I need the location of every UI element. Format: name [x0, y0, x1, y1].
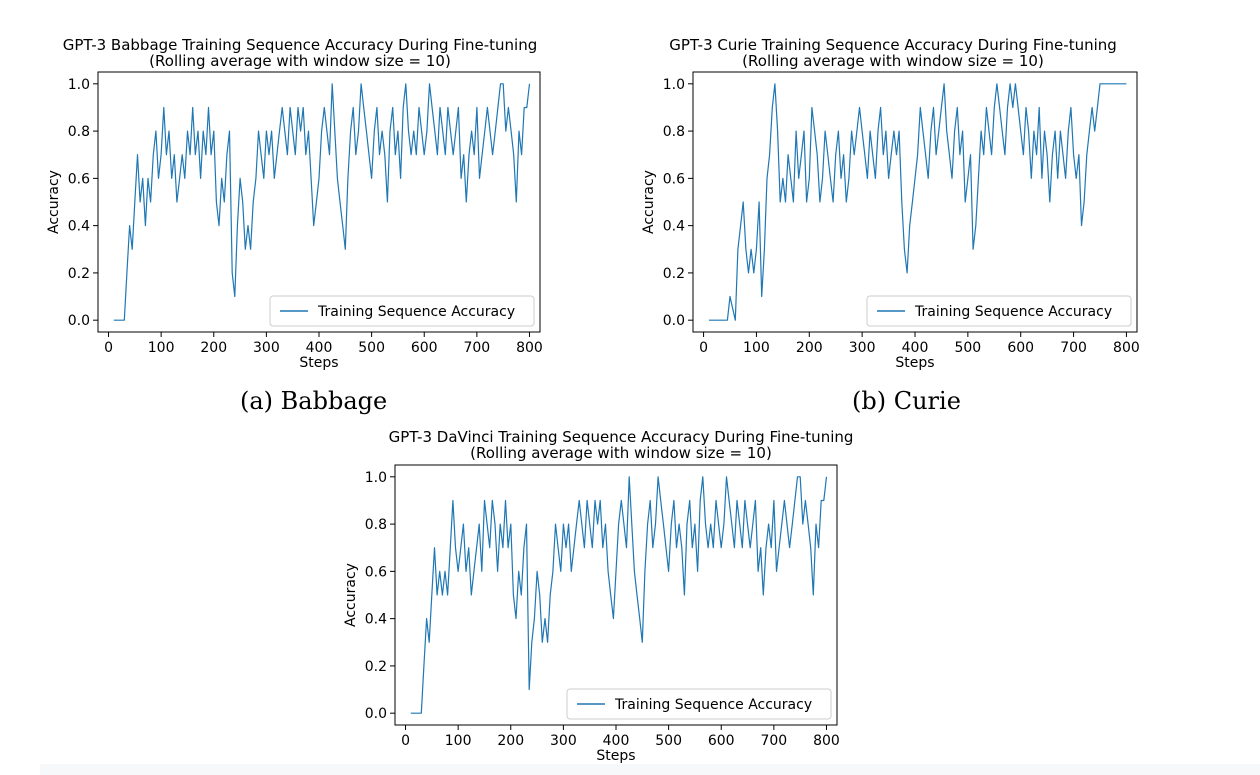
page-footer-strip — [40, 764, 1260, 775]
y-axis-label: Accuracy — [46, 170, 62, 234]
y-tick-label: 0.4 — [68, 219, 90, 235]
x-tick-label: 0 — [699, 340, 708, 356]
x-tick-label: 800 — [813, 733, 840, 749]
chart-davinci: GPT-3 DaVinci Training Sequence Accuracy… — [320, 425, 880, 765]
series-line — [410, 476, 828, 714]
y-tick-label: 1.0 — [365, 470, 387, 486]
x-tick-label: 100 — [743, 340, 770, 356]
y-tick-label: 0.8 — [663, 124, 685, 140]
x-tick-label: 400 — [902, 340, 929, 356]
x-tick-label: 200 — [497, 733, 524, 749]
y-tick-label: 0.2 — [68, 266, 90, 282]
x-tick-label: 600 — [411, 340, 438, 356]
x-tick-label: 500 — [655, 733, 682, 749]
chart-title-line: GPT-3 DaVinci Training Sequence Accuracy… — [388, 428, 854, 446]
chart-title: GPT-3 DaVinci Training Sequence Accuracy… — [341, 429, 901, 461]
x-tick-label: 400 — [306, 340, 333, 356]
chart-title-line: GPT-3 Curie Training Sequence Accuracy D… — [669, 36, 1117, 54]
legend: Training Sequence Accuracy — [269, 295, 535, 327]
y-tick-label: 0.8 — [365, 517, 387, 533]
legend-label: Training Sequence Accuracy — [614, 697, 812, 713]
x-tick-label: 600 — [1007, 340, 1034, 356]
x-tick-label: 600 — [708, 733, 735, 749]
caption-babbage: (a) Babbage — [240, 387, 388, 415]
x-tick-label: 700 — [463, 340, 490, 356]
legend-box — [566, 688, 832, 720]
x-tick-label: 300 — [550, 733, 577, 749]
x-tick-label: 0 — [401, 733, 410, 749]
legend: Training Sequence Accuracy — [866, 295, 1132, 327]
y-tick-label: 0.6 — [68, 171, 90, 187]
plot-frame — [394, 464, 838, 726]
legend-label: Training Sequence Accuracy — [914, 304, 1112, 320]
caption-curie: (b) Curie — [852, 387, 961, 415]
chart-title: GPT-3 Babbage Training Sequence Accuracy… — [0, 37, 600, 69]
series-line — [113, 83, 531, 321]
x-tick-label: 0 — [104, 340, 113, 356]
x-axis-label: Steps — [895, 355, 934, 371]
chart-subtitle: (Rolling average with window size = 10) — [470, 444, 772, 462]
x-tick-label: 200 — [796, 340, 823, 356]
y-tick-label: 0.0 — [663, 313, 685, 329]
y-tick-label: 0.2 — [663, 266, 685, 282]
x-tick-label: 100 — [445, 733, 472, 749]
y-tick-label: 0.6 — [365, 564, 387, 580]
y-tick-label: 0.4 — [365, 612, 387, 628]
y-tick-label: 0.2 — [365, 659, 387, 675]
y-tick-label: 0.8 — [68, 124, 90, 140]
x-tick-label: 700 — [760, 733, 787, 749]
x-tick-label: 800 — [1113, 340, 1140, 356]
legend-label: Training Sequence Accuracy — [317, 304, 515, 320]
x-axis-label: Steps — [596, 748, 635, 764]
x-tick-label: 500 — [954, 340, 981, 356]
chart-title: GPT-3 Curie Training Sequence Accuracy D… — [613, 37, 1173, 69]
chart-subtitle: (Rolling average with window size = 10) — [742, 52, 1044, 70]
chart-curie: GPT-3 Curie Training Sequence Accuracy D… — [600, 0, 1160, 372]
y-tick-label: 1.0 — [68, 77, 90, 93]
x-axis-label: Steps — [299, 355, 338, 371]
chart-subtitle: (Rolling average with window size = 10) — [149, 52, 451, 70]
x-tick-label: 400 — [603, 733, 630, 749]
y-tick-label: 0.4 — [663, 219, 685, 235]
y-tick-label: 0.0 — [365, 706, 387, 722]
chart-title-line: GPT-3 Babbage Training Sequence Accuracy… — [62, 36, 538, 54]
legend-box — [866, 295, 1132, 327]
series-line — [708, 83, 1127, 321]
x-tick-label: 800 — [516, 340, 543, 356]
y-tick-label: 0.0 — [68, 313, 90, 329]
x-tick-label: 300 — [849, 340, 876, 356]
x-tick-label: 100 — [148, 340, 175, 356]
chart-babbage-plot: 0 100 200 300 400 500 600 700 800 0.0 0.2 0.4 0.6 0.8… — [46, 71, 543, 371]
y-tick-label: 1.0 — [663, 77, 685, 93]
legend-box — [269, 295, 535, 327]
y-axis-label: Accuracy — [343, 563, 359, 627]
x-tick-label: 500 — [358, 340, 385, 356]
x-tick-label: 200 — [200, 340, 227, 356]
y-axis-label: Accuracy — [641, 170, 657, 234]
y-tick-label: 0.6 — [663, 171, 685, 187]
chart-curie-plot: 0 100 200 300 400 500 600 700 800 0.0 0.2 0.4 0.6 0.8… — [641, 71, 1140, 371]
x-tick-label: 300 — [253, 340, 280, 356]
chart-babbage: GPT-3 Babbage Training Sequence Accuracy… — [0, 0, 600, 372]
chart-davinci-plot: 0 100 200 300 400 500 600 700 800 0.0 0.2 0.4 0.6 0.8… — [343, 464, 840, 764]
x-tick-label: 700 — [1060, 340, 1087, 356]
legend: Training Sequence Accuracy — [566, 688, 832, 720]
